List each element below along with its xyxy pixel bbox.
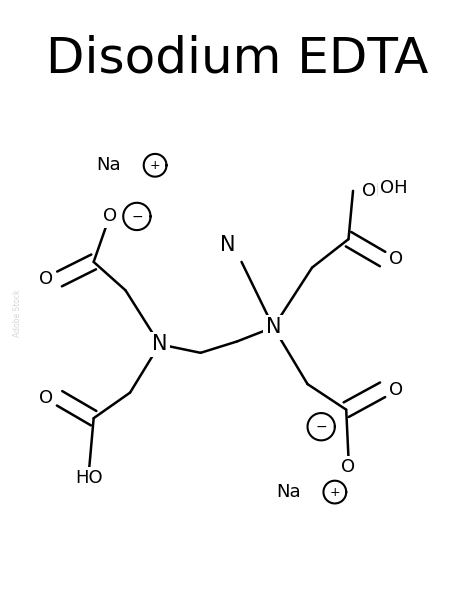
Text: O: O <box>39 390 53 407</box>
Text: −: − <box>131 210 143 223</box>
Text: OH: OH <box>380 179 408 197</box>
Text: O: O <box>102 207 117 226</box>
Text: O: O <box>389 381 403 399</box>
Text: Disodium EDTA: Disodium EDTA <box>46 34 428 82</box>
Text: N: N <box>265 317 281 337</box>
Text: Adobe Stock: Adobe Stock <box>13 289 22 337</box>
Text: Na: Na <box>276 483 301 501</box>
Text: O: O <box>389 250 403 268</box>
Text: −: − <box>315 420 327 434</box>
Text: N: N <box>220 235 236 255</box>
Text: +: + <box>329 485 340 498</box>
Text: O: O <box>39 270 53 288</box>
Text: +: + <box>150 159 160 172</box>
Text: OH: OH <box>362 182 390 200</box>
Text: HO: HO <box>75 469 103 487</box>
Text: N: N <box>152 334 167 354</box>
Text: Na: Na <box>96 156 121 174</box>
Text: O: O <box>341 458 356 476</box>
